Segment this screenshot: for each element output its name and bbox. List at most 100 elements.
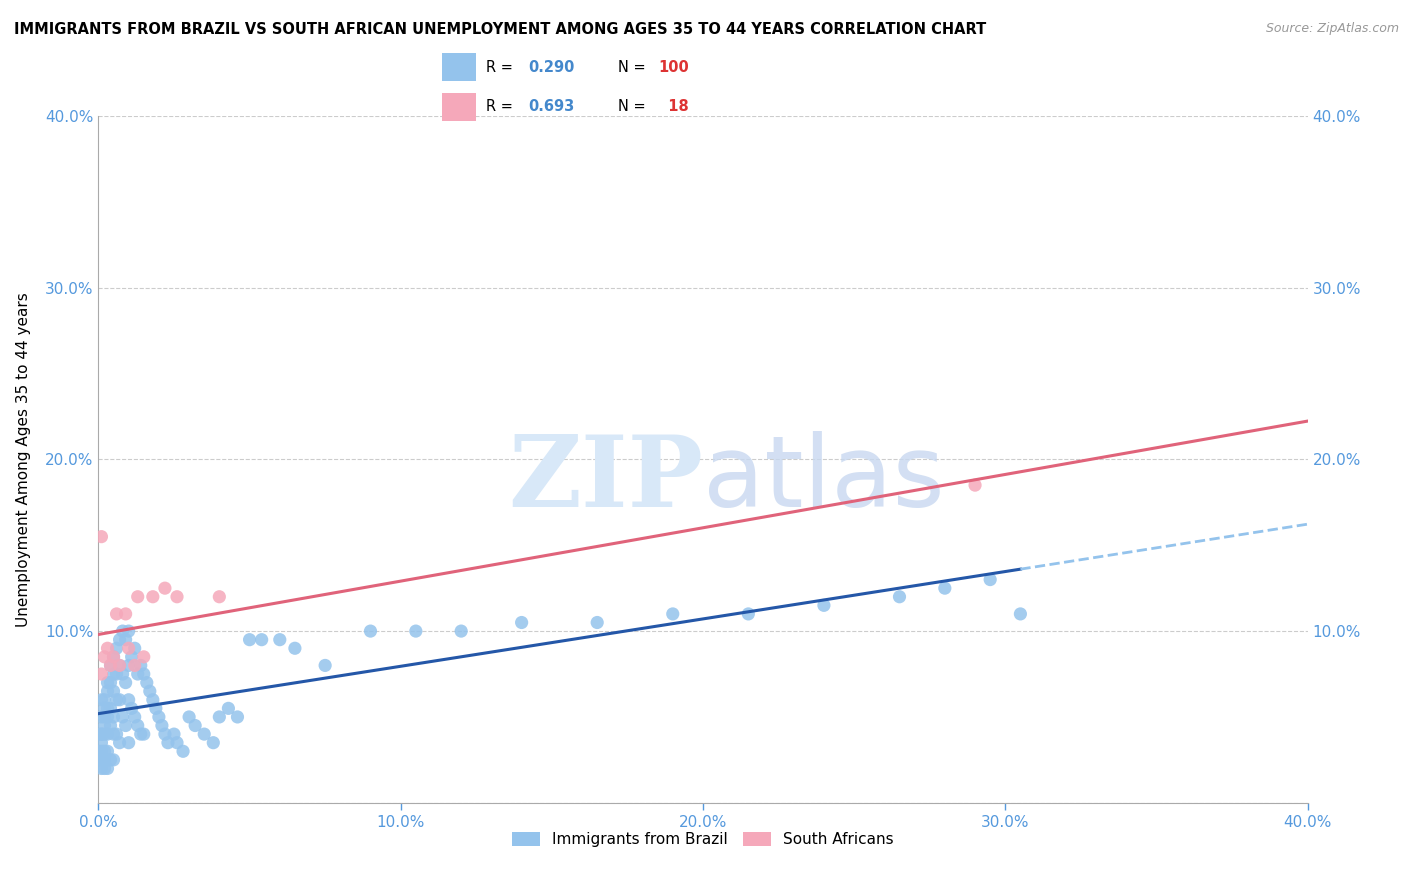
Text: R =: R = [486, 99, 517, 114]
Point [813, 599, 835, 613]
Point [135, 675, 157, 690]
Point [114, 607, 136, 621]
Point [889, 590, 911, 604]
Point [90, 530, 112, 544]
Point [208, 710, 231, 724]
Point [111, 624, 134, 639]
Point [118, 736, 141, 750]
Point [127, 667, 149, 681]
Point [90, 753, 112, 767]
Point [90, 727, 112, 741]
Point [118, 658, 141, 673]
Point [586, 615, 609, 630]
Point [96, 762, 118, 776]
Point [314, 658, 336, 673]
Bar [443, 54, 477, 81]
Point [250, 632, 273, 647]
Point [226, 710, 249, 724]
Point [217, 701, 239, 715]
Point [934, 581, 956, 595]
Point [360, 624, 382, 639]
Point [108, 632, 131, 647]
Point [100, 658, 122, 673]
Point [139, 684, 162, 698]
Point [179, 710, 201, 724]
Point [103, 710, 125, 724]
Point [87, 744, 110, 758]
Point [965, 478, 987, 492]
Point [114, 632, 136, 647]
Point [90, 736, 112, 750]
Point [90, 692, 112, 706]
Point [124, 658, 146, 673]
Point [103, 727, 125, 741]
Point [96, 701, 118, 715]
Point [239, 632, 262, 647]
Point [166, 736, 188, 750]
Point [100, 718, 122, 732]
Point [100, 675, 122, 690]
Point [148, 710, 170, 724]
Point [208, 590, 231, 604]
Point [172, 744, 194, 758]
Point [90, 753, 112, 767]
Point [979, 573, 1001, 587]
Point [93, 753, 115, 767]
Point [100, 753, 122, 767]
Text: 0.693: 0.693 [529, 99, 575, 114]
Point [103, 649, 125, 664]
Text: 0.290: 0.290 [529, 60, 575, 75]
Point [450, 624, 472, 639]
Point [127, 718, 149, 732]
Point [90, 744, 112, 758]
Point [93, 727, 115, 741]
Point [121, 701, 143, 715]
Point [166, 590, 188, 604]
Point [124, 710, 146, 724]
Point [90, 762, 112, 776]
Point [93, 649, 115, 664]
Point [114, 718, 136, 732]
Point [405, 624, 427, 639]
Bar [443, 93, 477, 120]
Point [93, 701, 115, 715]
Text: R =: R = [486, 60, 517, 75]
Point [124, 641, 146, 656]
Point [105, 727, 128, 741]
Point [90, 727, 112, 741]
Point [103, 667, 125, 681]
Text: ZIP: ZIP [508, 432, 703, 528]
Text: atlas: atlas [703, 432, 945, 528]
Point [163, 727, 186, 741]
Point [93, 744, 115, 758]
Point [118, 692, 141, 706]
Point [103, 684, 125, 698]
Point [202, 736, 225, 750]
Text: N =: N = [617, 99, 650, 114]
Point [105, 692, 128, 706]
Point [132, 649, 155, 664]
Point [90, 667, 112, 681]
Point [118, 624, 141, 639]
Point [108, 658, 131, 673]
Y-axis label: Unemployment Among Ages 35 to 44 years: Unemployment Among Ages 35 to 44 years [17, 292, 31, 627]
Point [510, 615, 533, 630]
Point [145, 701, 167, 715]
Point [284, 641, 307, 656]
Point [90, 710, 112, 724]
Point [96, 727, 118, 741]
Point [105, 641, 128, 656]
Point [129, 727, 152, 741]
Point [96, 710, 118, 724]
Point [96, 675, 118, 690]
Point [156, 736, 179, 750]
Point [153, 727, 176, 741]
Text: IMMIGRANTS FROM BRAZIL VS SOUTH AFRICAN UNEMPLOYMENT AMONG AGES 35 TO 44 YEARS C: IMMIGRANTS FROM BRAZIL VS SOUTH AFRICAN … [14, 22, 987, 37]
Point [100, 658, 122, 673]
Point [103, 753, 125, 767]
Point [269, 632, 291, 647]
Point [103, 649, 125, 664]
Point [142, 692, 165, 706]
Point [93, 762, 115, 776]
Point [108, 658, 131, 673]
